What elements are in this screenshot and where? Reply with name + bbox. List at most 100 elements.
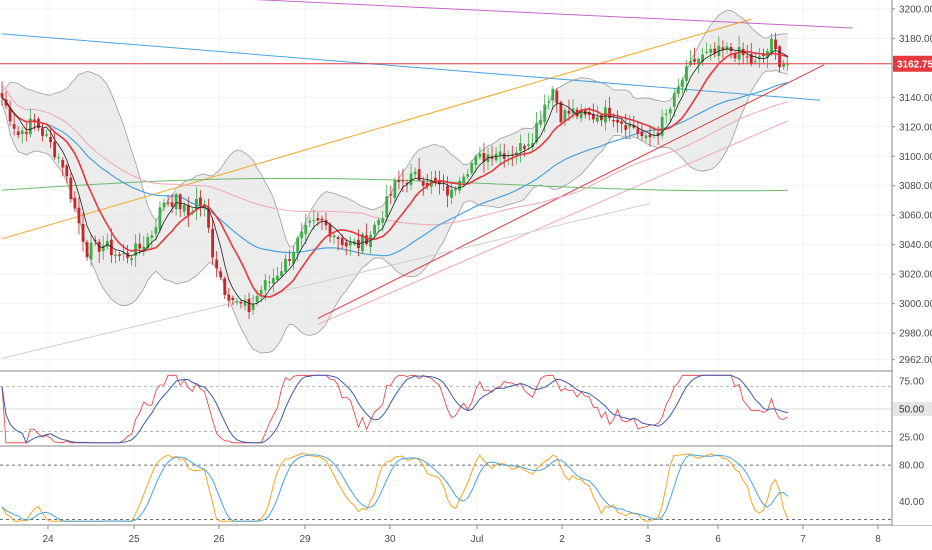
candle[interactable] <box>195 187 198 220</box>
trendline-blue-downtrend[interactable] <box>1 33 821 101</box>
candle[interactable] <box>531 133 534 152</box>
candle[interactable] <box>178 192 182 218</box>
candle[interactable] <box>49 127 52 149</box>
candle[interactable] <box>348 236 352 256</box>
candle[interactable] <box>490 145 494 166</box>
candle[interactable] <box>668 106 672 123</box>
candle[interactable] <box>292 245 295 270</box>
candle[interactable] <box>413 167 417 179</box>
candle[interactable] <box>433 170 437 187</box>
candle[interactable] <box>494 147 498 163</box>
candle[interactable] <box>267 275 271 289</box>
candle[interactable] <box>142 236 146 256</box>
candle[interactable] <box>304 213 308 244</box>
time-axis[interactable]: 24 25 26 29 30 Jul 2 3 6 7 8 <box>0 525 932 550</box>
candle[interactable] <box>174 192 178 216</box>
candle[interactable] <box>45 129 48 138</box>
candle[interactable] <box>632 115 636 130</box>
candle[interactable] <box>166 195 170 207</box>
candle[interactable] <box>118 251 121 262</box>
candle[interactable] <box>644 132 648 143</box>
candle[interactable] <box>203 199 206 217</box>
rsi-current-tag[interactable]: 50.00 <box>893 402 932 416</box>
candle[interactable] <box>458 176 462 194</box>
candle[interactable] <box>235 298 239 306</box>
candle[interactable] <box>288 250 291 266</box>
candle[interactable] <box>762 48 765 63</box>
candle[interactable] <box>231 295 235 306</box>
candle[interactable] <box>393 177 397 203</box>
rsi-panel[interactable] <box>0 374 892 444</box>
candle[interactable] <box>109 228 113 263</box>
candle[interactable] <box>207 198 210 234</box>
candle[interactable] <box>660 109 664 140</box>
candle[interactable] <box>296 236 300 262</box>
candle[interactable] <box>454 186 457 196</box>
candle[interactable] <box>753 52 757 65</box>
candle[interactable] <box>555 87 559 113</box>
trendline-grey-longterm[interactable] <box>1 202 651 359</box>
trendline-red-support[interactable] <box>317 64 825 319</box>
candle[interactable] <box>239 299 243 309</box>
candle[interactable] <box>158 201 162 233</box>
trendline-orange-channel[interactable] <box>1 18 752 240</box>
candle[interactable] <box>709 44 713 61</box>
candle[interactable] <box>405 179 409 193</box>
candle[interactable] <box>344 238 348 256</box>
candle[interactable] <box>591 103 595 124</box>
candle[interactable] <box>308 216 312 228</box>
candle[interactable] <box>608 96 611 122</box>
candle[interactable] <box>778 44 781 73</box>
candle[interactable] <box>65 163 69 184</box>
candle[interactable] <box>705 42 709 55</box>
candle[interactable] <box>397 170 401 190</box>
candle[interactable] <box>470 159 474 176</box>
stochastic-panel[interactable] <box>0 452 892 522</box>
candle[interactable] <box>664 109 668 124</box>
candle[interactable] <box>693 47 696 65</box>
candle[interactable] <box>130 255 133 266</box>
candle[interactable] <box>162 198 166 212</box>
candle[interactable] <box>721 40 725 59</box>
candle[interactable] <box>438 170 441 195</box>
candle[interactable] <box>259 285 263 303</box>
candle[interactable] <box>280 261 283 279</box>
candle[interactable] <box>28 108 32 138</box>
candle[interactable] <box>243 295 247 311</box>
candle[interactable] <box>676 78 680 98</box>
candle[interactable] <box>320 215 324 231</box>
candle[interactable] <box>300 222 304 248</box>
candle[interactable] <box>373 222 376 239</box>
candle[interactable] <box>782 59 786 70</box>
candle[interactable] <box>211 217 214 266</box>
candle[interactable] <box>81 212 85 252</box>
candle[interactable] <box>640 124 644 141</box>
candle[interactable] <box>567 99 571 121</box>
candle[interactable] <box>73 191 77 213</box>
candle[interactable] <box>77 197 81 235</box>
candle[interactable] <box>482 142 486 173</box>
candle[interactable] <box>510 145 514 167</box>
candle[interactable] <box>498 143 502 165</box>
candle[interactable] <box>61 157 65 177</box>
candle[interactable] <box>284 254 287 274</box>
candle[interactable] <box>12 112 16 136</box>
candle[interactable] <box>466 169 470 180</box>
candle[interactable] <box>579 104 583 123</box>
candle[interactable] <box>547 95 551 110</box>
candle[interactable] <box>186 196 190 228</box>
candle[interactable] <box>648 125 652 147</box>
candle[interactable] <box>389 185 393 204</box>
candle[interactable] <box>114 249 117 264</box>
candle[interactable] <box>636 121 640 139</box>
price-axis[interactable]: 3200.003180.003160.003140.003120.003100.… <box>892 0 932 525</box>
candle[interactable] <box>219 267 223 281</box>
candle[interactable] <box>199 190 202 217</box>
candle[interactable] <box>559 100 563 126</box>
candle[interactable] <box>672 87 676 117</box>
candle[interactable] <box>251 295 255 315</box>
candle[interactable] <box>377 217 381 232</box>
trendline-purple-resistance[interactable] <box>140 0 853 29</box>
candle[interactable] <box>154 219 158 241</box>
candle[interactable] <box>8 100 12 127</box>
